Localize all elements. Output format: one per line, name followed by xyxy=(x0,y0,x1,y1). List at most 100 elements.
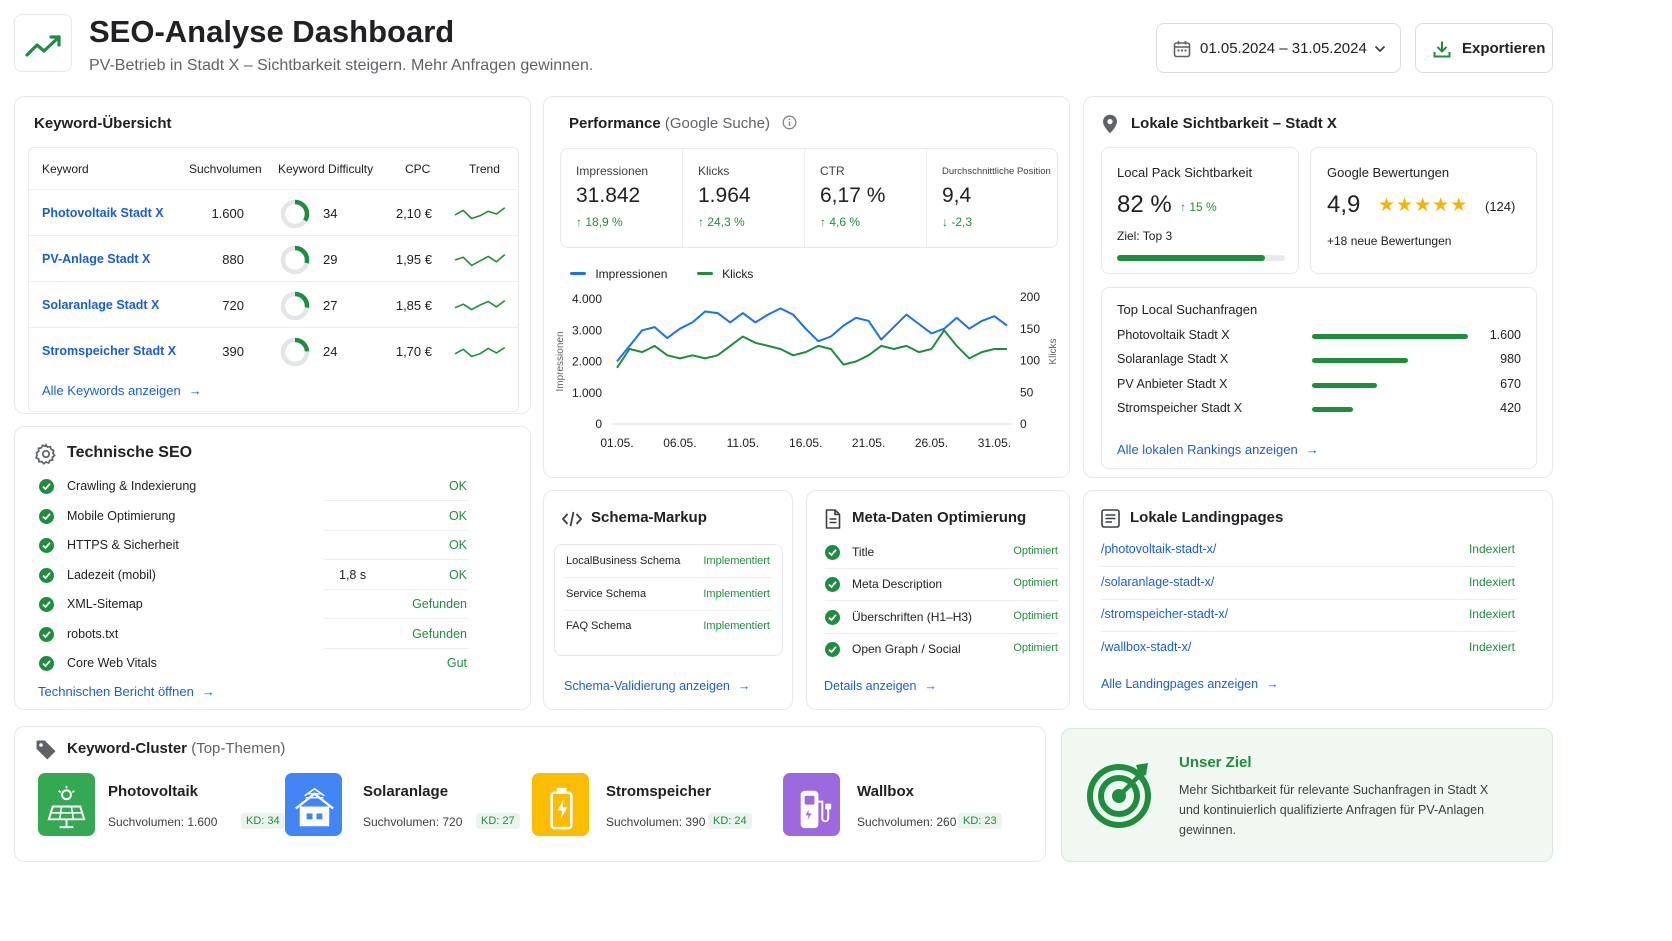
schema-validation-link-label: Schema-Validierung anzeigen xyxy=(564,679,730,693)
meta-check-status: Optimiert xyxy=(1013,545,1058,557)
arrow-down-icon: ↓ xyxy=(942,215,952,229)
row-divider xyxy=(565,577,772,578)
technical-check-label: XML-Sitemap xyxy=(67,597,143,611)
cluster-item[interactable]: Wallbox Suchvolumen: 260 KD: 23 xyxy=(783,773,1023,839)
technical-check-row: Ladezeit (mobil) 1,8 s OK xyxy=(39,567,469,593)
battery-icon xyxy=(532,773,589,836)
technical-check-status: Gefunden xyxy=(412,597,467,611)
local-query-bar xyxy=(1312,406,1353,412)
row-divider xyxy=(324,529,469,531)
keyword-row[interactable]: Photovoltaik Stadt X 1.600 34 2,10 € xyxy=(29,191,518,236)
legend-impressions: Impressionen xyxy=(595,267,668,281)
goal-text: Mehr Sichtbarkeit für relevante Suchanfr… xyxy=(1179,783,1489,837)
technical-check-label: Crawling & Indexierung xyxy=(67,479,197,493)
performance-line-chart: 0 1.000 2.000 3.000 4.000 0 50 100 150 200 01.05. 0… xyxy=(555,290,1059,450)
arrow-right-icon: → xyxy=(1305,442,1319,457)
rating-value: 4,9 xyxy=(1327,191,1361,218)
landing-page-url[interactable]: /stromspeicher-stadt-x/ xyxy=(1101,607,1229,622)
check-icon xyxy=(825,641,840,657)
chart-legend: Impressionen Klicks xyxy=(570,267,753,281)
local-pack-delta-value: 15 % xyxy=(1189,200,1217,214)
meta-check-row: Open Graph / Social Optimiert xyxy=(825,641,1058,669)
export-button[interactable]: Exportieren xyxy=(1415,23,1553,73)
all-keywords-link[interactable]: Alle Keywords anzeigen → xyxy=(42,383,202,398)
keyword-row[interactable]: Stromspeicher Stadt X 390 24 1,70 € xyxy=(29,329,518,374)
all-keywords-link-label: Alle Keywords anzeigen xyxy=(42,383,181,398)
landing-page-url[interactable]: /wallbox-stadt-x/ xyxy=(1101,640,1192,655)
list-document-icon xyxy=(1101,509,1120,528)
x-tick-label: 16.05. xyxy=(789,436,822,450)
sparkline-path xyxy=(454,253,506,267)
kpi-value: 31.842 xyxy=(576,184,641,207)
cluster-item[interactable]: Stromspeicher Suchvolumen: 390 KD: 24 xyxy=(532,773,772,839)
date-range-picker[interactable]: 01.05.2024 – 31.05.2024 xyxy=(1156,23,1401,73)
info-icon[interactable] xyxy=(782,115,797,130)
download-icon xyxy=(1433,41,1451,58)
schema-validation-link[interactable]: Schema-Validierung anzeigen → xyxy=(564,679,750,693)
export-label: Exportieren xyxy=(1462,40,1546,57)
landing-page-url[interactable]: /solaranlage-stadt-x/ xyxy=(1101,574,1215,589)
keyword-cluster-title-main: Keyword-Cluster xyxy=(67,740,188,757)
target-label: Ziel: Top 3 xyxy=(1117,229,1173,243)
column-keyword: Keyword xyxy=(42,162,89,176)
cluster-volume: Suchvolumen: 720 xyxy=(363,815,463,829)
rating-stars: ★★★★★ xyxy=(1378,194,1468,217)
difficulty-arc xyxy=(280,245,310,275)
performance-title-main: Performance xyxy=(569,115,661,132)
all-landing-pages-link[interactable]: Alle Landingpages anzeigen → xyxy=(1101,677,1279,691)
column-trend: Trend xyxy=(469,162,500,176)
arrow-right-icon: → xyxy=(188,383,202,398)
cluster-name: Stromspeicher xyxy=(606,783,712,800)
technical-report-link-label: Technischen Bericht öffnen xyxy=(38,684,194,699)
difficulty-value: 29 xyxy=(323,252,338,267)
cluster-item[interactable]: Solaranlage Suchvolumen: 720 KD: 27 xyxy=(285,773,525,839)
series-line-impressions xyxy=(616,307,1008,363)
landing-page-url[interactable]: /photovoltaik-stadt-x/ xyxy=(1101,542,1217,556)
row-divider xyxy=(1101,566,1516,567)
all-local-rankings-link[interactable]: Alle lokalen Rankings anzeigen → xyxy=(1117,442,1319,457)
keyword-link[interactable]: PV-Anlage Stadt X xyxy=(42,252,151,266)
keyword-row[interactable]: Solaranlage Stadt X 720 27 1,85 € xyxy=(29,283,518,328)
landing-page-status: Indexiert xyxy=(1468,542,1515,556)
technical-check-status: OK xyxy=(448,567,467,582)
keyword-link[interactable]: Stromspeicher Stadt X xyxy=(42,344,177,358)
kpi-cell: Durchschnittliche Position 9,4 ↓ -2,3 xyxy=(927,149,1051,247)
difficulty-arc xyxy=(280,337,310,367)
local-query-value: 420 xyxy=(1500,400,1521,415)
performance-title-suffix: (Google Suche) xyxy=(664,115,770,132)
keyword-row[interactable]: PV-Anlage Stadt X 880 29 1,95 € xyxy=(29,237,518,282)
chevron-down-icon xyxy=(1374,45,1386,53)
y-left-axis-title: Impressionen xyxy=(555,331,566,391)
keyword-overview-title: Keyword-Übersicht xyxy=(34,115,172,132)
y-right-tick-label: 100 xyxy=(1020,354,1040,368)
meta-details-link[interactable]: Details anzeigen → xyxy=(824,679,937,693)
cluster-volume: Suchvolumen: 260 xyxy=(857,815,957,829)
cluster-item[interactable]: Photovoltaik Suchvolumen: 1.600 KD: 34 xyxy=(38,773,285,839)
row-divider xyxy=(565,609,772,611)
technical-check-label: Mobile Optimierung xyxy=(67,508,176,523)
meta-check-label: Open Graph / Social xyxy=(852,641,961,656)
location-pin-icon xyxy=(1103,114,1117,134)
keyword-link[interactable]: Photovoltaik Stadt X xyxy=(42,206,164,220)
difficulty-arc xyxy=(280,291,310,321)
legend-clicks: Klicks xyxy=(722,267,754,281)
search-volume: 1.600 xyxy=(211,206,244,221)
local-pack-box: Local Pack Sichtbarkeit 82 % ↑ 15 % Ziel… xyxy=(1101,147,1299,274)
keyword-link[interactable]: Solaranlage Stadt X xyxy=(42,298,160,312)
arrow-up-icon: ↑ xyxy=(820,215,830,229)
goal-card: Unser Ziel Mehr Sichtbarkeit für relevan… xyxy=(1061,728,1553,862)
kpi-cell: CTR 6,17 % ↑ 4,6 % xyxy=(805,149,927,247)
schema-list: LocalBusiness Schema Implementiert Service… xyxy=(554,544,783,656)
technical-check-row: Core Web Vitals Gut xyxy=(39,655,469,681)
performance-card: Performance (Google Suche) Impressionen 3… xyxy=(543,96,1070,478)
kpi-delta: ↓ -2,3 xyxy=(942,215,972,229)
local-pack-label: Local Pack Sichtbarkeit xyxy=(1117,165,1253,180)
local-visibility-card: Lokale Sichtbarkeit – Stadt X Local Pack… xyxy=(1083,96,1553,478)
schema-type-label: LocalBusiness Schema xyxy=(566,555,681,567)
technical-check-label: HTTPS & Sicherheit xyxy=(67,538,179,552)
cluster-name: Photovoltaik xyxy=(108,783,199,800)
kpi-label: Durchschnittliche Position xyxy=(942,166,1051,177)
technical-report-link[interactable]: Technischen Bericht öffnen → xyxy=(38,684,215,699)
kpi-strip: Impressionen 31.842 ↑ 18,9 % Klicks 1.964 ↑ 2… xyxy=(560,148,1058,248)
reviews-count: (124) xyxy=(1485,199,1516,214)
